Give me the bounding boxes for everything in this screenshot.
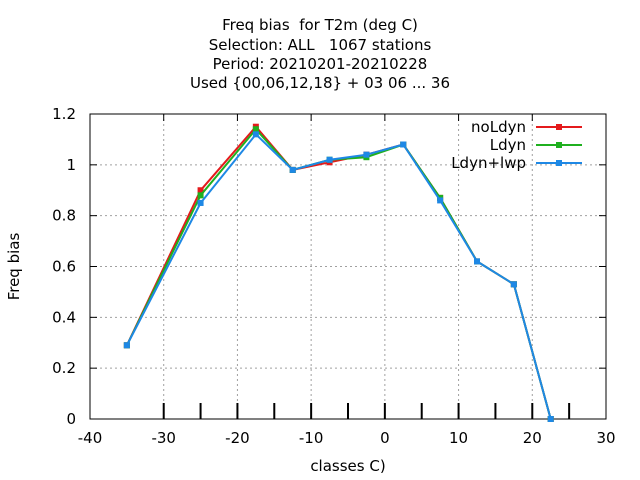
x-tick-label: -30: [151, 429, 176, 447]
y-tick-label: 0.6: [52, 258, 76, 276]
y-axis-label: Freq bias: [5, 233, 23, 301]
legend-label: noLdyn: [471, 118, 526, 136]
data-point: [326, 156, 333, 163]
y-tick-label: 1.2: [52, 105, 76, 123]
x-axis: -40 -30 -20 -10 0 10 20 30: [78, 114, 616, 447]
data-point: [363, 151, 370, 158]
data-point: [123, 342, 130, 349]
x-tick-label: 30: [596, 429, 615, 447]
x-tick-label: -20: [225, 429, 250, 447]
title-line-1: Freq bias for T2m (deg C): [222, 16, 418, 34]
x-tick-label: -10: [299, 429, 324, 447]
legend-label: Ldyn+lwp: [451, 154, 526, 172]
data-point: [252, 131, 259, 138]
data-point: [289, 166, 296, 173]
data-point: [400, 141, 407, 148]
x-tick-label: 20: [523, 429, 542, 447]
legend-swatch-marker: [556, 124, 562, 130]
x-tick-label: -40: [78, 429, 103, 447]
legend-swatch-marker: [556, 160, 562, 166]
title-line-2: Selection: ALL 1067 stations: [208, 36, 432, 54]
title-line-4: Used {00,06,12,18} + 03 06 ... 36: [189, 74, 451, 92]
series-layer: [123, 123, 554, 422]
y-tick-label: 0.4: [52, 308, 76, 326]
series-line: [126, 128, 552, 420]
data-point: [437, 197, 444, 204]
x-tick-label: 0: [380, 429, 390, 447]
data-point: [197, 192, 204, 199]
series-ldyn-lwp: [123, 131, 554, 422]
class-boundary-ticks: [162, 403, 571, 419]
y-tick-label: 0.8: [52, 207, 76, 225]
series-line: [126, 133, 552, 420]
data-point: [197, 199, 204, 206]
y-tick-label: 0.2: [52, 359, 76, 377]
data-point: [547, 416, 554, 422]
data-point: [197, 187, 204, 194]
data-point: [510, 281, 517, 288]
y-axis: 0 0.2 0.4 0.6 0.8 1 1.2: [52, 105, 606, 428]
y-tick-label: 1: [66, 156, 76, 174]
data-point: [252, 126, 259, 133]
x-axis-label: classes C): [310, 457, 385, 475]
data-point: [474, 258, 480, 265]
x-tick-label: 10: [449, 429, 468, 447]
y-tick-label: 0: [66, 410, 76, 428]
legend-swatch-marker: [556, 142, 562, 148]
title-line-3: Period: 20210201-20210228: [212, 55, 428, 73]
legend-label: Ldyn: [490, 136, 526, 154]
